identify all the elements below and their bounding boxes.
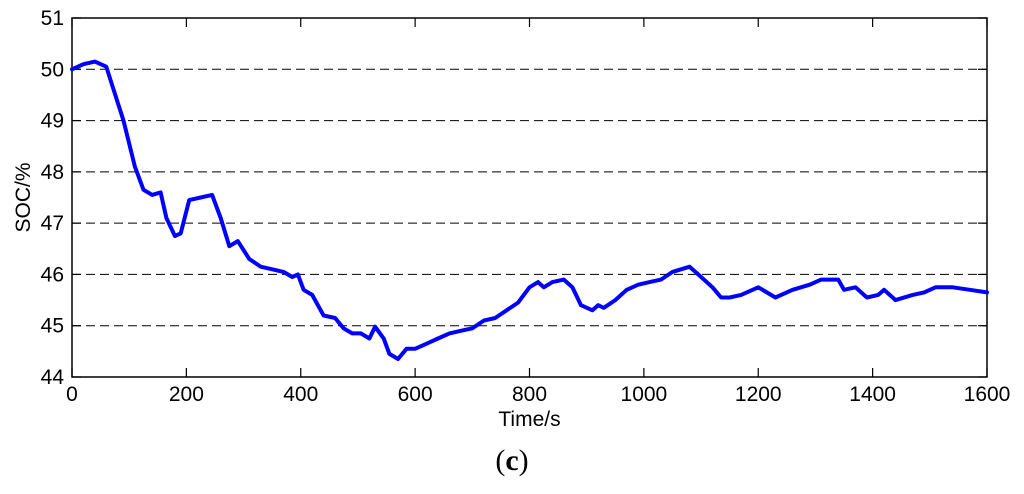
y-tick-label: 50: [41, 58, 64, 81]
y-tick-label: 45: [41, 315, 64, 338]
x-tick-label: 800: [512, 383, 547, 406]
y-axis-label: SOC/%: [12, 162, 35, 232]
x-tick-label: 1600: [964, 383, 1011, 406]
x-tick-label: 400: [283, 383, 318, 406]
y-tick-label: 44: [41, 366, 65, 389]
x-tick-label: 0: [66, 383, 78, 406]
x-tick-label: 1200: [735, 383, 782, 406]
x-tick-label: 200: [169, 383, 204, 406]
x-axis-label: Time/s: [498, 408, 560, 431]
y-tick-label: 49: [41, 110, 64, 133]
figure-caption: (c): [0, 444, 1024, 478]
soc-series-line: [70, 59, 989, 361]
y-tick-label: 47: [41, 212, 64, 235]
gridlines: [72, 68, 987, 327]
x-tick-label: 1400: [849, 383, 896, 406]
caption-open: (: [495, 444, 506, 477]
x-tick-label: 1000: [621, 383, 668, 406]
x-tick-label: 600: [398, 383, 433, 406]
y-tick-label: 51: [41, 7, 64, 30]
caption-close: ): [518, 444, 529, 477]
soc-chart: 44 45 46 47 48 49 50 51 0 200 400 600 800 1000 1200 140…: [12, 7, 1011, 431]
y-tick-label: 48: [41, 161, 64, 184]
axis-ticks: 44 45 46 47 48 49 50 51 0 200 400 600 800 1000 1200 140…: [41, 7, 1011, 406]
caption-letter: c: [505, 444, 519, 477]
y-tick-label: 46: [41, 263, 64, 286]
